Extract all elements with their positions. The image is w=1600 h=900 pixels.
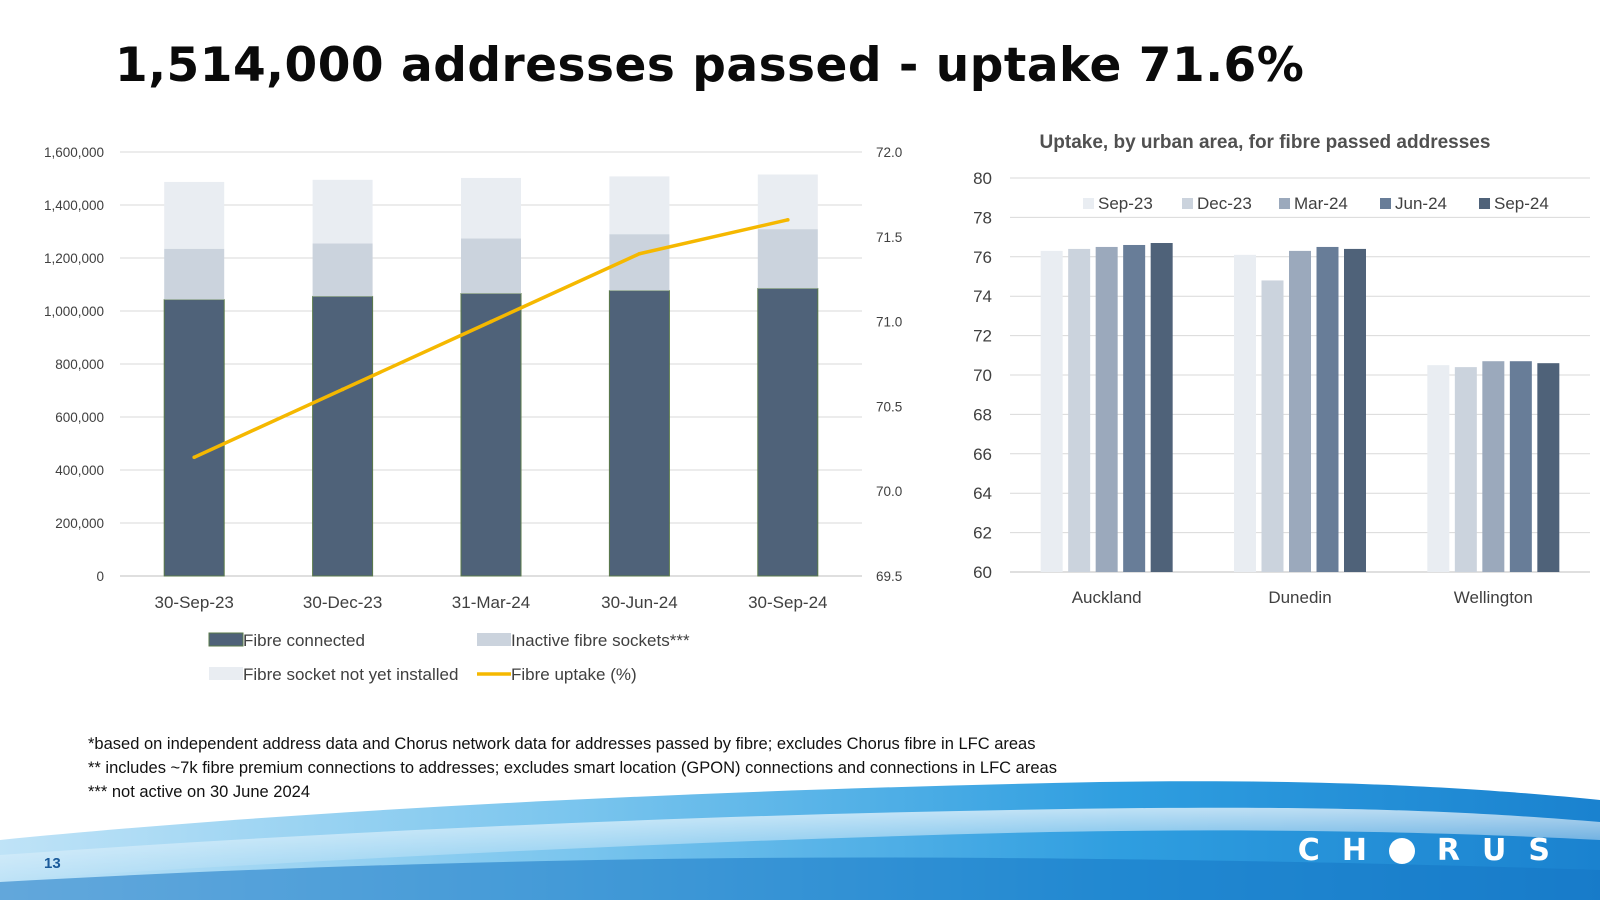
y-tick-label: 76 — [973, 248, 992, 267]
legend-label: Mar-24 — [1294, 194, 1348, 213]
bar-segment — [312, 243, 373, 297]
x-tick-label: Dunedin — [1268, 588, 1331, 607]
y-left-tick-label: 1,000,000 — [44, 304, 104, 319]
legend-label: Fibre connected — [243, 631, 365, 650]
fibre-passed-chart: 0 200,000 400,000 600,000 800,000 1,000,000 1,… — [44, 145, 902, 684]
bar-segment — [608, 290, 670, 577]
y-tick-label: 74 — [973, 287, 992, 306]
x-tick-label: 30-Jun-24 — [601, 593, 678, 612]
page-number: 13 — [44, 855, 61, 872]
legend-label: Fibre socket not yet installed — [243, 665, 458, 684]
bar — [1068, 248, 1091, 573]
footnotes: *based on independent address data and C… — [88, 732, 1057, 804]
footnote-3: *** not active on 30 June 2024 — [88, 783, 311, 801]
legend-label: Sep-24 — [1494, 194, 1549, 213]
bar — [1316, 246, 1339, 572]
y-tick-label: 80 — [973, 169, 992, 188]
legend-swatch — [1380, 198, 1391, 209]
y-tick-label: 78 — [973, 208, 992, 227]
y-tick-label: 66 — [973, 445, 992, 464]
bar-segment — [163, 299, 225, 577]
y-tick-label: 60 — [973, 563, 992, 582]
legend-swatch — [209, 667, 243, 680]
y-tick-label: 62 — [973, 524, 992, 543]
bar — [1482, 361, 1505, 572]
y-left-tick-label: 1,200,000 — [44, 251, 104, 266]
y-tick-label: 68 — [973, 405, 992, 424]
y-left-tick-label: 600,000 — [55, 410, 104, 425]
logo-circle-icon — [1388, 837, 1415, 864]
legend-label: Sep-23 — [1098, 194, 1153, 213]
legend-swatch — [208, 632, 244, 647]
uptake-point — [489, 319, 493, 324]
y-right-tick-label: 70.0 — [876, 484, 902, 499]
bar — [1289, 250, 1311, 572]
x-tick-label: 30-Dec-23 — [303, 593, 382, 612]
bar — [1454, 367, 1477, 572]
legend-label: Inactive fibre sockets*** — [511, 631, 690, 650]
y-tick-label: 64 — [973, 484, 992, 503]
footnote-2: ** includes ~7k fibre premium connection… — [88, 759, 1057, 777]
bar — [1261, 280, 1284, 572]
urban-uptake-chart: Uptake, by urban area, for fibre passed … — [973, 132, 1590, 607]
bar-segment — [312, 179, 373, 244]
y-tick-label: 70 — [973, 366, 992, 385]
legend-label: Fibre uptake (%) — [511, 665, 637, 684]
y-right-tick-label: 69.5 — [876, 569, 902, 584]
bar-segment — [461, 177, 521, 239]
bar — [1150, 243, 1173, 572]
legend-label: Jun-24 — [1395, 194, 1447, 213]
footnote-1: *based on independent address data and C… — [88, 735, 1036, 753]
chorus-logo: CH RUS — [1298, 833, 1572, 868]
y-left-tick-label: 1,600,000 — [44, 145, 104, 160]
legend-swatch — [477, 633, 511, 646]
x-tick-label: Wellington — [1454, 588, 1533, 607]
bar — [1095, 246, 1118, 572]
x-tick-label: 31-Mar-24 — [452, 593, 530, 612]
uptake-point — [192, 455, 196, 460]
bar — [1040, 250, 1063, 572]
bar — [1537, 363, 1560, 572]
bar — [1427, 365, 1450, 572]
y-left-tick-label: 200,000 — [55, 516, 104, 531]
logo-text-right: RUS — [1436, 833, 1572, 868]
legend-swatch — [1479, 198, 1490, 209]
bar-segment — [757, 287, 819, 577]
chart-title: Uptake, by urban area, for fibre passed … — [1040, 132, 1491, 153]
y-right-tick-label: 71.0 — [876, 315, 902, 330]
bar — [1123, 244, 1146, 572]
y-right-tick-label: 71.5 — [876, 230, 902, 245]
y-left-tick-label: 1,400,000 — [44, 198, 104, 213]
bar-segment — [312, 295, 374, 577]
slide-title: 1,514,000 addresses passed - uptake 71.6… — [115, 38, 1305, 93]
bar — [1234, 254, 1256, 572]
logo-text-left: CH — [1297, 833, 1389, 868]
bar-segment — [164, 248, 225, 300]
y-tick-label: 72 — [973, 327, 992, 346]
decorative-water-wave — [0, 781, 1600, 900]
bar-segment — [460, 293, 522, 577]
bar — [1344, 248, 1366, 573]
bar-segment — [757, 229, 818, 289]
legend-swatch — [1279, 198, 1290, 209]
bar-segment — [164, 181, 225, 249]
bar — [1509, 361, 1532, 572]
x-tick-label: 30-Sep-24 — [748, 593, 827, 612]
uptake-point — [637, 251, 642, 256]
legend-swatch — [1182, 198, 1193, 209]
bar-segment — [461, 238, 521, 294]
uptake-point — [340, 387, 345, 392]
y-right-tick-label: 72.0 — [876, 145, 902, 160]
legend-swatch — [1083, 198, 1094, 209]
x-tick-label: 30-Sep-23 — [155, 593, 234, 612]
legend-label: Dec-23 — [1197, 194, 1252, 213]
y-left-tick-label: 400,000 — [55, 463, 104, 478]
x-tick-label: Auckland — [1072, 588, 1142, 607]
y-left-tick-label: 800,000 — [55, 357, 104, 372]
y-left-tick-label: 0 — [96, 569, 104, 584]
uptake-point — [786, 218, 790, 222]
bar-segment — [609, 176, 670, 235]
y-right-tick-label: 70.5 — [876, 399, 902, 414]
